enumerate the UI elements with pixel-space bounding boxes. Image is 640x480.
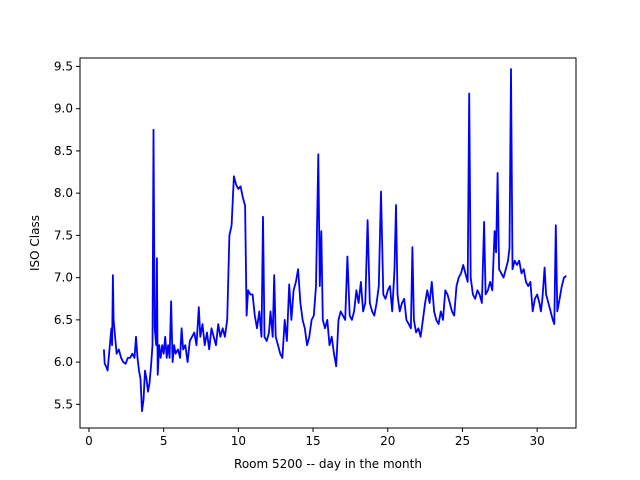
x-tick-label: 5 (160, 434, 168, 448)
x-axis-ticks: 0 5 10 15 20 25 30 (85, 428, 545, 448)
y-axis-label: ISO Class (28, 215, 42, 271)
y-tick-label: 8.0 (54, 186, 73, 200)
plot-area (103, 68, 567, 412)
y-tick-label: 6.0 (54, 355, 73, 369)
y-tick-label: 5.5 (54, 397, 73, 411)
y-tick-label: 7.5 (54, 228, 73, 242)
x-tick-label: 30 (530, 434, 545, 448)
x-tick-label: 0 (85, 434, 93, 448)
y-tick-label: 9.5 (54, 59, 73, 73)
x-tick-label: 25 (455, 434, 470, 448)
y-axis-ticks: 5.5 6.0 6.5 7.0 7.5 8.0 8.5 9.0 9.5 (54, 59, 80, 411)
x-axis-label: Room 5200 -- day in the month (234, 457, 422, 471)
y-tick-label: 7.0 (54, 271, 73, 285)
x-tick-label: 10 (231, 434, 246, 448)
x-tick-label: 20 (380, 434, 395, 448)
y-tick-label: 8.5 (54, 144, 73, 158)
axes-frame (79, 57, 577, 429)
x-tick-label: 15 (305, 434, 320, 448)
series-line-0 (103, 68, 567, 412)
y-tick-label: 9.0 (54, 102, 73, 116)
y-tick-label: 6.5 (54, 313, 73, 327)
